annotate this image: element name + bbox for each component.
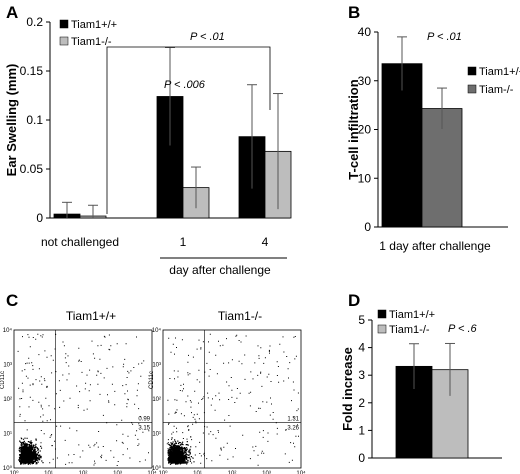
- flow-y-axis-label: CD11c: [149, 371, 155, 389]
- flow-events: [17, 333, 150, 466]
- flow-y-axis-label: CD11c: [0, 371, 6, 389]
- significance-bracket: [106, 46, 271, 214]
- legend-item-label: Tiam-/-: [479, 84, 514, 96]
- flow-x-tick-label: 10⁴: [296, 470, 306, 474]
- flow-events: [166, 333, 299, 466]
- flow-x-tick-label: 10²: [79, 471, 88, 474]
- flow-y-tick-label: 10⁰: [152, 465, 162, 472]
- y-axis-label: Ear Swelling (mm): [4, 64, 19, 177]
- flow-y-tick-label: 10¹: [152, 432, 161, 438]
- panel-b-chart: 0 10 20 30 40 T-cell infiltration 1 day after …: [346, 25, 520, 253]
- flow-x-tick-label: 10³: [113, 471, 122, 474]
- flow-plot-frame: [162, 329, 302, 469]
- p-value-annotation: P < .01: [190, 31, 225, 43]
- y-tick-label: 5: [358, 313, 365, 327]
- x-tick-label: 4: [262, 235, 269, 249]
- panel-a-chart: 0 0.05 0.1 0.15 0.2 Ear Swelling (mm) not chal…: [4, 15, 292, 277]
- flow-y-tick-label: 10²: [3, 397, 12, 403]
- y-tick-label: 0.2: [26, 15, 43, 29]
- flow-x-tick-label: 10¹: [193, 471, 202, 474]
- legend-item-swatch: [467, 66, 477, 76]
- legend-item-label: Tiam1+/+: [389, 309, 435, 321]
- legend-item-label: Tiam1-/-: [389, 324, 430, 336]
- y-tick-label: 40: [358, 25, 372, 39]
- flow-x-tick-label: 10⁴: [147, 470, 157, 474]
- y-tick-label: 0: [36, 211, 43, 225]
- y-tick-label: 30: [358, 74, 372, 88]
- flow-plot-title: Tiam1-/-: [218, 309, 262, 323]
- flow-x-tick-label: 10¹: [44, 471, 53, 474]
- panel-d-chart: 0 1 2 3 4 5 Fold increase P < .6 Tiam1+/+ Tiam1-/…: [340, 309, 502, 465]
- flow-x-tick-label: 10²: [228, 471, 237, 474]
- flow-y-tick-label: 10¹: [3, 432, 12, 438]
- flow-x-tick-label: 10⁰: [9, 470, 19, 474]
- flow-y-tick-label: 10³: [152, 363, 161, 369]
- x-tick-label: 1 day after challenge: [379, 239, 491, 253]
- quadrant-value-upper-right: 1.31: [287, 416, 299, 422]
- flow-y-tick-label: 10⁴: [3, 327, 13, 334]
- y-tick-label: 3: [358, 368, 365, 382]
- y-tick-label: 2: [358, 396, 365, 410]
- flow-plot-title: Tiam1+/+: [66, 309, 116, 323]
- quadrant-value-lower-right: 3.26: [287, 425, 299, 431]
- p-value-annotation: P < .006: [164, 79, 206, 91]
- x-tick-label: 1: [180, 235, 187, 249]
- legend-item-label: Tiam1+/+: [479, 66, 520, 78]
- p-value-annotation: P < .6: [448, 323, 478, 335]
- panel-letter-c: C: [6, 291, 18, 310]
- panel-letter-a: A: [6, 3, 18, 22]
- flow-x-tick-label: 10³: [262, 471, 271, 474]
- panel-letter-b: B: [348, 3, 360, 22]
- legend-item-swatch: [467, 84, 477, 94]
- flow-y-tick-label: 10⁴: [152, 327, 162, 334]
- legend-item-swatch: [59, 19, 69, 29]
- quadrant-value-lower-right: 3.15: [138, 425, 150, 431]
- y-tick-label: 0: [358, 451, 365, 465]
- flow-plot-frame: [13, 329, 153, 469]
- flow-y-tick-label: 10²: [152, 397, 161, 403]
- legend-item-swatch: [377, 324, 387, 334]
- y-tick-label: 1: [358, 423, 365, 437]
- bar-wt: [381, 63, 423, 228]
- flow-y-tick-label: 10⁰: [3, 465, 13, 472]
- y-tick-label: 10: [358, 171, 372, 185]
- y-axis-label: Fold increase: [340, 347, 355, 431]
- flow-x-tick-label: 10⁰: [158, 470, 168, 474]
- legend-item-swatch: [377, 309, 387, 319]
- panel-letter-d: D: [348, 291, 360, 310]
- y-tick-label: 20: [358, 123, 372, 137]
- x-group-label: day after challenge: [169, 263, 271, 277]
- p-value-annotation: P < .01: [427, 31, 462, 43]
- y-tick-label: 0.05: [20, 162, 44, 176]
- x-tick-label: not challenged: [41, 235, 119, 249]
- quadrant-value-upper-right: 0.99: [138, 416, 150, 422]
- y-axis-label: T-cell infiltration: [346, 79, 361, 179]
- legend-item-swatch: [59, 36, 69, 46]
- y-tick-label: 0: [364, 220, 371, 234]
- legend-item-label: Tiam1-/-: [71, 36, 112, 48]
- panel-c-flow-plots: Tiam1+/+0.993.15CD11cFITC10⁰10¹10²10³10⁴…: [0, 309, 306, 474]
- y-tick-label: 0.15: [20, 64, 44, 78]
- y-tick-label: 4: [358, 341, 365, 355]
- y-tick-label: 0.1: [26, 113, 43, 127]
- legend-item-label: Tiam1+/+: [71, 19, 117, 31]
- flow-y-tick-label: 10³: [3, 363, 12, 369]
